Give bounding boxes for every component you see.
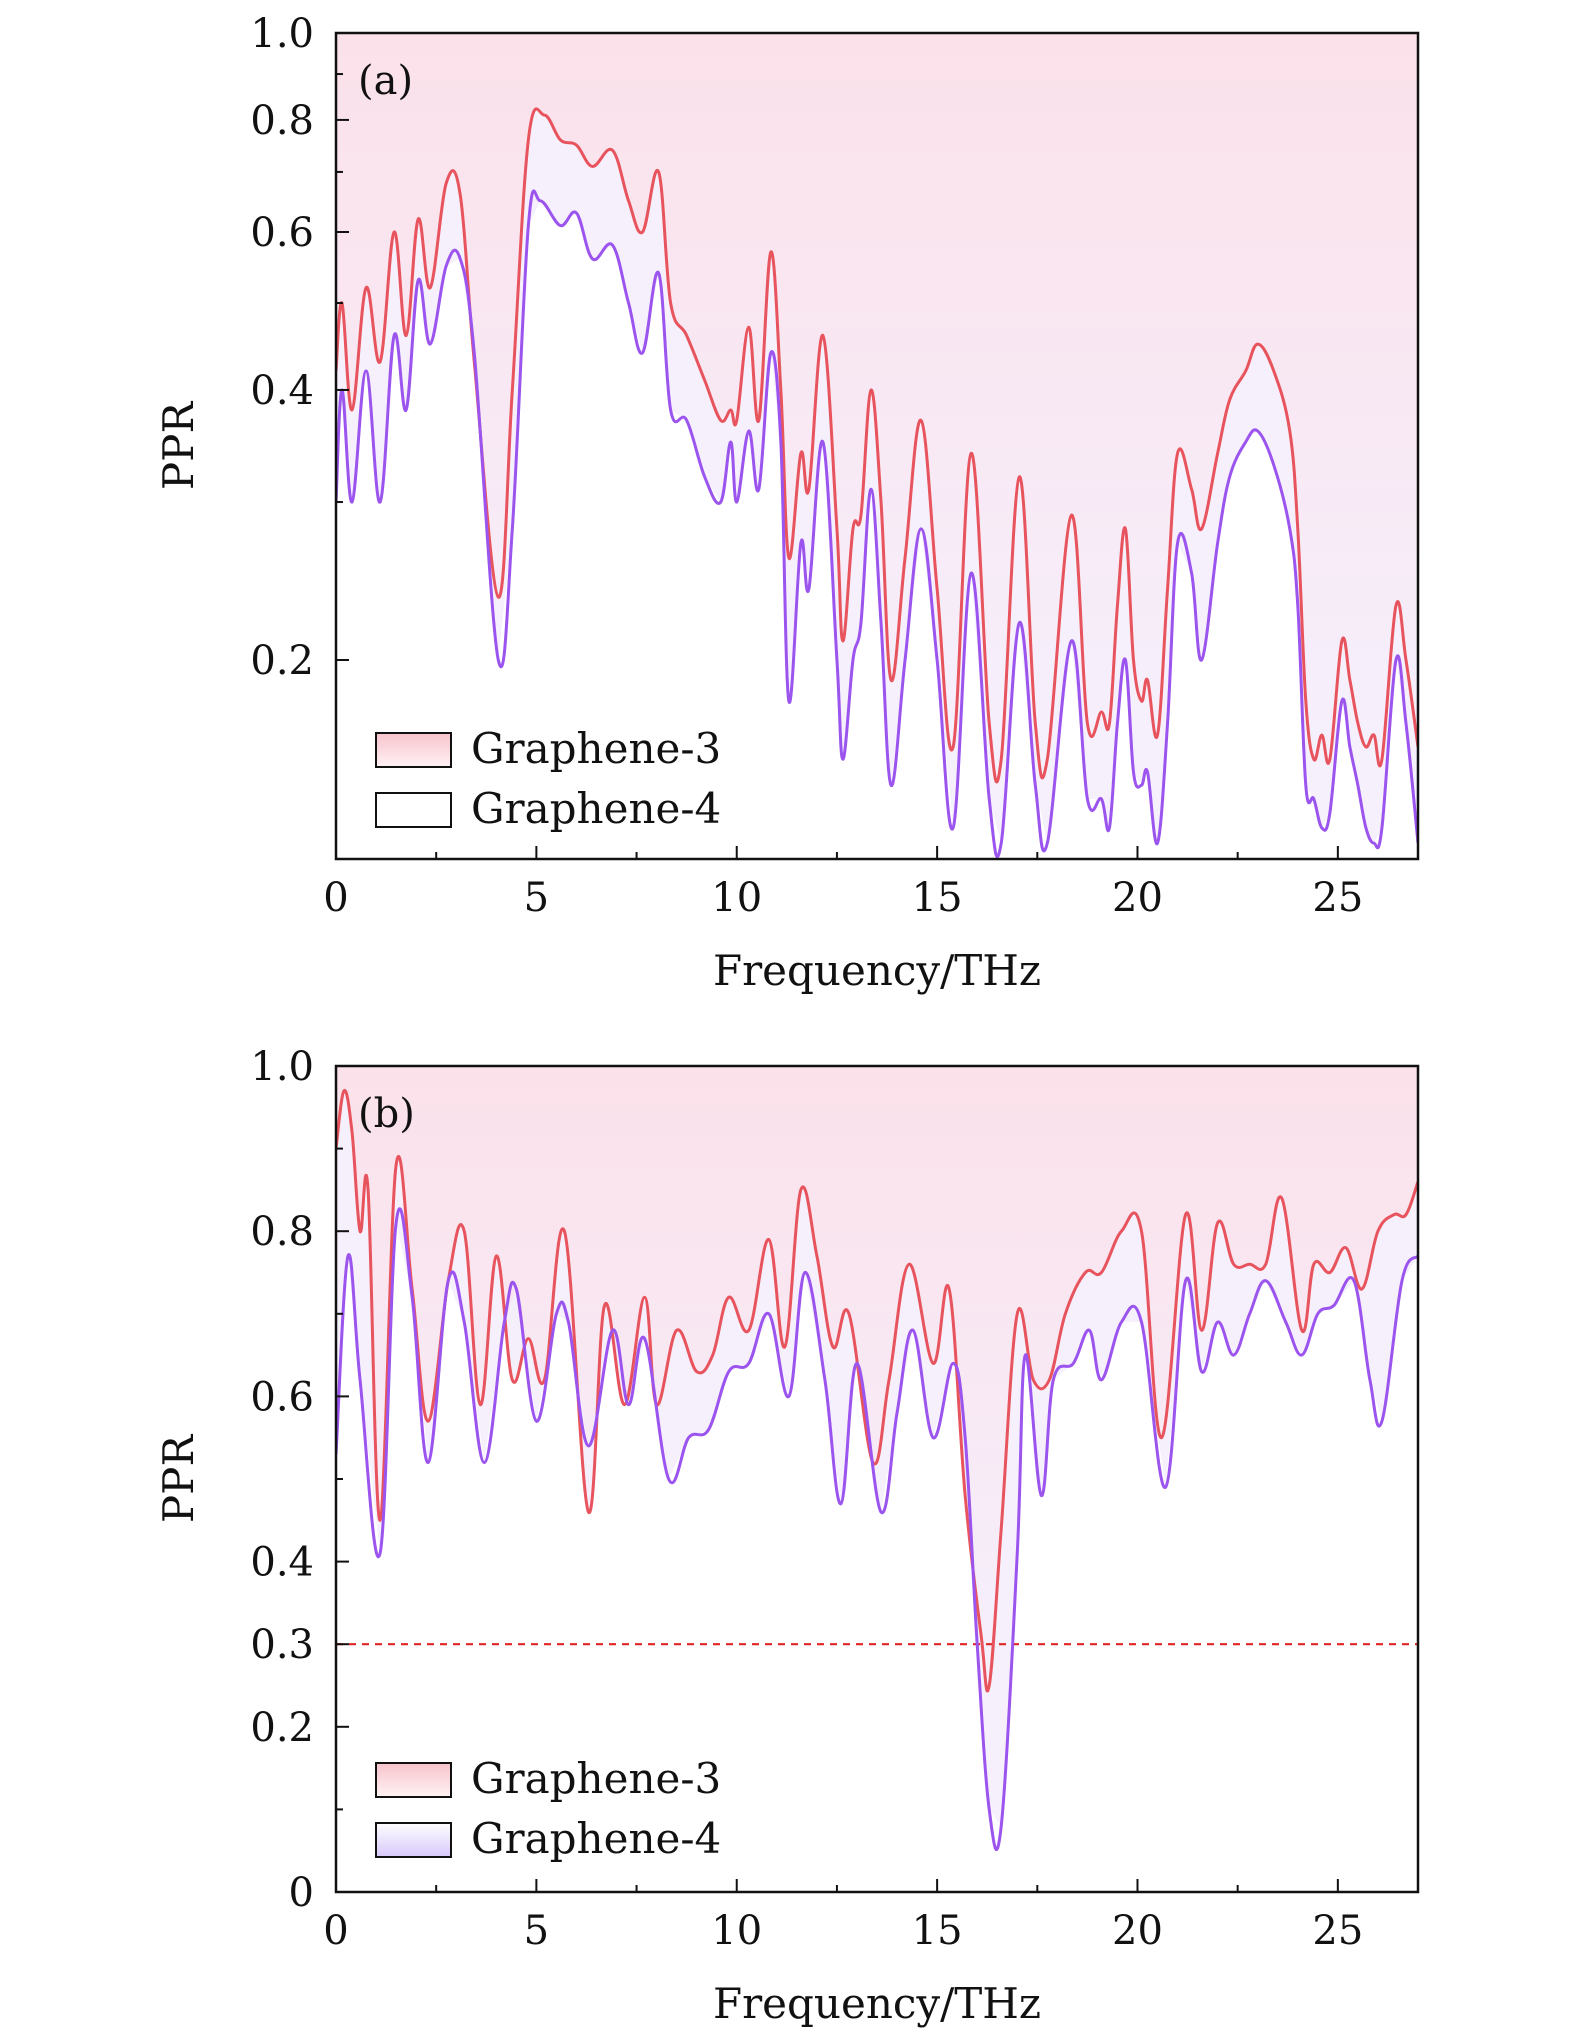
shaded-area-b	[336, 1066, 1418, 1692]
legend-swatch-graphene-4-a	[375, 792, 452, 828]
x-axis-title-a: Frequency/THz	[713, 946, 1041, 995]
x-tick-label: 5	[524, 875, 549, 921]
y-tick-label: 0.4	[250, 368, 314, 414]
x-tick-label: 10	[711, 875, 762, 921]
y-tick-label: 0.6	[250, 1374, 314, 1420]
x-tick-label: 20	[1112, 875, 1163, 921]
between-curves-fill-a	[336, 108, 1418, 844]
x-tick-label: 0	[323, 1908, 348, 1954]
legend-swatch-graphene-3-b	[375, 1762, 452, 1798]
y-tick-label: 0.8	[250, 1209, 314, 1255]
y-tick-label: 1.0	[250, 1044, 314, 1090]
axis-ticks-a: 0 5 10 15 20 25 0.2 0.4 0.6 0.8 1.0	[250, 11, 1363, 921]
legend-label-graphene-3-b: Graphene-3	[471, 1754, 721, 1803]
panel-tag-a: (a)	[358, 58, 413, 104]
y-tick-label: 0.2	[250, 638, 314, 684]
legend-b: Graphene-3 Graphene-4	[375, 1754, 721, 1863]
plot-frame-a	[334, 31, 1420, 861]
x-tick-label: 5	[524, 1908, 549, 1954]
y-tick-label: 0.8	[250, 98, 314, 144]
chart-panel-b: 0 5 10 15 20 25 0 0.2 0.3 0.4 0.6 0.8 1.0 (b) Freque…	[154, 1044, 1420, 2028]
y-tick-label: 0.3	[250, 1622, 314, 1668]
legend-label-graphene-4-b: Graphene-4	[471, 1814, 721, 1863]
x-tick-label: 25	[1312, 875, 1363, 921]
y-tick-label: 0.4	[250, 1540, 314, 1586]
x-tick-label: 0	[323, 875, 348, 921]
y-tick-label: 0.2	[250, 1705, 314, 1751]
x-tick-label: 15	[912, 875, 963, 921]
line-graphene-4-b	[336, 1207, 1418, 1852]
legend-a: Graphene-3 Graphene-4	[375, 724, 721, 833]
legend-swatch-graphene-4-b	[375, 1822, 452, 1858]
line-graphene-3-b	[336, 1089, 1418, 1693]
x-tick-label: 25	[1312, 1908, 1363, 1954]
x-tick-label: 10	[711, 1908, 762, 1954]
line-graphene-4-a	[336, 189, 1418, 859]
panel-tag-b: (b)	[358, 1091, 415, 1137]
axis-ticks-b: 0 5 10 15 20 25 0 0.2 0.3 0.4 0.6 0.8 1.0	[250, 1044, 1363, 1954]
legend-label-graphene-4-a: Graphene-4	[471, 784, 721, 833]
y-tick-label: 1.0	[250, 11, 314, 57]
y-tick-label: 0	[289, 1870, 314, 1916]
y-tick-label: 0.6	[250, 210, 314, 256]
x-tick-label: 20	[1112, 1908, 1163, 1954]
legend-label-graphene-3-a: Graphene-3	[471, 724, 721, 773]
legend-swatch-graphene-3-a	[375, 732, 452, 768]
y-axis-title-b: PPR	[154, 1434, 203, 1524]
shaded-area-a	[336, 33, 1418, 782]
y-axis-title-a: PPR	[154, 401, 203, 491]
line-graphene-3-a	[336, 107, 1418, 784]
x-axis-title-b: Frequency/THz	[713, 1979, 1041, 2028]
chart-panel-a: 0 5 10 15 20 25 0.2 0.4 0.6 0.8 1.0 (a) Frequency/…	[154, 11, 1420, 995]
x-tick-label: 15	[912, 1908, 963, 1954]
